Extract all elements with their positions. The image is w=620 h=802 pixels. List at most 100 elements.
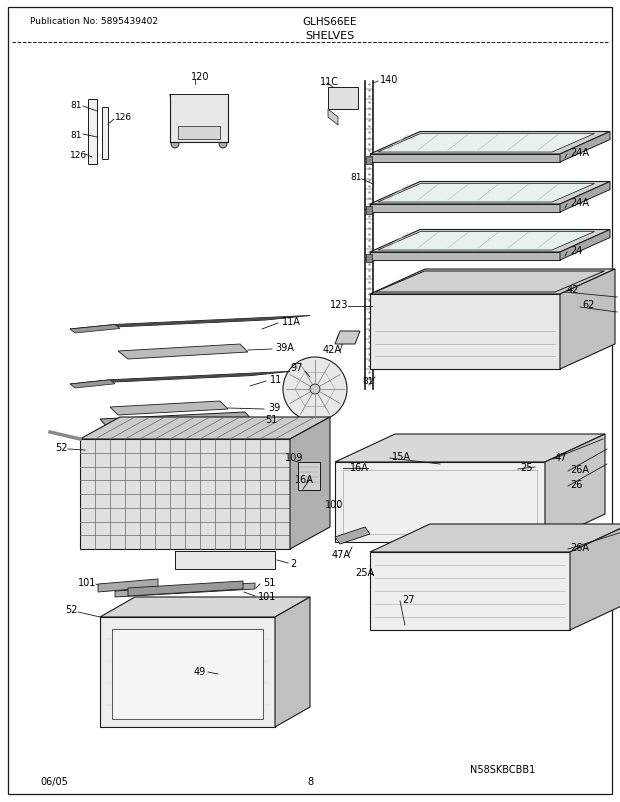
Text: 16A: 16A (295, 475, 314, 484)
Polygon shape (335, 528, 370, 545)
Text: 51: 51 (265, 415, 277, 424)
Text: GLHS66EE: GLHS66EE (303, 17, 357, 27)
Text: SHELVES: SHELVES (306, 31, 355, 41)
Text: 51: 51 (263, 577, 275, 587)
Polygon shape (378, 134, 595, 153)
Text: 06/05: 06/05 (40, 776, 68, 786)
Text: 81: 81 (350, 173, 361, 182)
Polygon shape (298, 463, 320, 490)
Polygon shape (115, 583, 255, 597)
Polygon shape (70, 316, 310, 330)
Circle shape (310, 384, 320, 395)
Polygon shape (102, 107, 108, 160)
Text: 11A: 11A (282, 317, 301, 326)
Text: 49: 49 (194, 666, 206, 676)
Polygon shape (370, 182, 610, 205)
Polygon shape (80, 439, 290, 549)
Polygon shape (370, 269, 615, 294)
Polygon shape (560, 230, 610, 261)
Circle shape (219, 141, 227, 149)
Text: 25A: 25A (355, 567, 374, 577)
Polygon shape (560, 182, 610, 213)
Circle shape (171, 141, 179, 149)
Text: N58SKBCBB1: N58SKBCBB1 (470, 764, 535, 774)
Text: 109: 109 (285, 452, 303, 463)
Polygon shape (70, 372, 290, 384)
Polygon shape (80, 418, 330, 439)
Polygon shape (100, 597, 310, 618)
Polygon shape (366, 157, 372, 164)
Polygon shape (98, 579, 158, 592)
Polygon shape (370, 253, 560, 261)
Polygon shape (378, 184, 595, 203)
Polygon shape (545, 435, 605, 542)
Text: 15A: 15A (392, 452, 411, 461)
Text: 52: 52 (65, 604, 78, 614)
Text: 81: 81 (70, 100, 81, 109)
Polygon shape (366, 207, 372, 215)
Text: 47: 47 (555, 452, 567, 463)
Polygon shape (328, 88, 358, 110)
Polygon shape (370, 155, 560, 163)
Polygon shape (560, 132, 610, 163)
Polygon shape (70, 325, 120, 334)
Polygon shape (370, 553, 570, 630)
Text: 123: 123 (330, 300, 348, 310)
Polygon shape (335, 463, 545, 542)
Polygon shape (88, 100, 97, 164)
Text: 11: 11 (270, 375, 282, 384)
Text: 100: 100 (325, 500, 343, 509)
Polygon shape (370, 205, 560, 213)
Text: 126: 126 (115, 113, 132, 123)
Text: 26: 26 (570, 480, 582, 489)
Circle shape (283, 358, 347, 422)
Polygon shape (290, 418, 330, 549)
Polygon shape (366, 255, 372, 263)
Text: 47A: 47A (332, 549, 351, 559)
Polygon shape (110, 402, 228, 415)
Text: 101: 101 (78, 577, 96, 587)
Text: 16A: 16A (350, 463, 369, 472)
Text: 81: 81 (70, 131, 81, 140)
Text: 101: 101 (258, 591, 277, 602)
Text: 126: 126 (70, 150, 87, 160)
Polygon shape (100, 618, 275, 727)
Text: Publication No: 5895439402: Publication No: 5895439402 (30, 18, 158, 26)
Text: 8: 8 (307, 776, 313, 786)
Text: 42: 42 (567, 285, 579, 294)
Circle shape (337, 334, 347, 345)
Polygon shape (100, 412, 252, 427)
Text: 25: 25 (520, 463, 533, 472)
Circle shape (90, 115, 95, 120)
Polygon shape (178, 127, 220, 140)
Polygon shape (570, 525, 620, 630)
Text: 2: 2 (290, 558, 296, 569)
Polygon shape (70, 380, 115, 388)
Polygon shape (378, 233, 595, 251)
Text: 120: 120 (191, 72, 210, 82)
Text: 42A: 42A (323, 345, 342, 354)
Polygon shape (370, 525, 620, 553)
Text: 52: 52 (55, 443, 68, 452)
Polygon shape (275, 597, 310, 727)
Polygon shape (170, 95, 228, 143)
Text: 26A: 26A (570, 542, 589, 553)
Text: 140: 140 (380, 75, 399, 85)
Polygon shape (128, 581, 243, 596)
Text: 27: 27 (402, 594, 415, 604)
Text: 39: 39 (268, 403, 280, 412)
Polygon shape (370, 230, 610, 253)
Polygon shape (328, 110, 338, 126)
Text: 81: 81 (362, 377, 373, 386)
Text: 62: 62 (582, 300, 595, 310)
Polygon shape (370, 294, 560, 370)
Polygon shape (335, 435, 605, 463)
Polygon shape (335, 331, 360, 345)
Polygon shape (112, 630, 263, 719)
Text: 24A: 24A (570, 198, 589, 208)
Circle shape (90, 136, 95, 140)
Text: 26A: 26A (570, 464, 589, 475)
Polygon shape (118, 345, 248, 359)
Polygon shape (560, 269, 615, 370)
Text: 24: 24 (570, 245, 582, 256)
